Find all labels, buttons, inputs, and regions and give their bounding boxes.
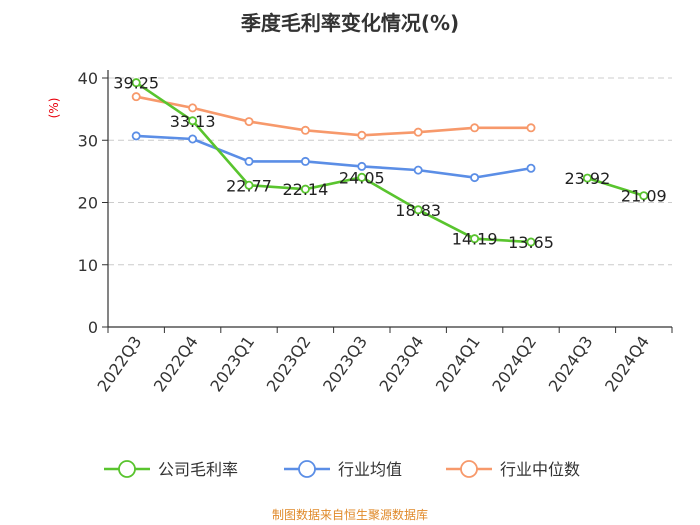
series-industry-average <box>131 131 536 183</box>
x-tick-label: 2023Q3 <box>319 332 371 395</box>
data-label: 18.83 <box>395 201 441 220</box>
data-point <box>470 123 480 133</box>
data-point <box>639 191 649 201</box>
x-tick-label: 2023Q2 <box>263 332 315 395</box>
x-tick-label: 2024Q2 <box>488 332 540 395</box>
legend-item: 行业均值 <box>284 460 402 479</box>
legend-marker <box>298 460 316 478</box>
x-tick-label: 2023Q1 <box>206 332 258 395</box>
y-axis-unit-label: (%) <box>47 98 61 119</box>
series-line <box>135 95 531 137</box>
legend-marker <box>118 460 136 478</box>
series-layer <box>131 78 649 247</box>
data-point <box>300 125 310 135</box>
data-label: 22.77 <box>226 176 272 195</box>
x-tick-label: 2022Q3 <box>93 332 145 395</box>
y-tick-label: 20 <box>78 194 98 213</box>
y-tick-label: 40 <box>78 69 98 88</box>
series-industry-median <box>131 92 536 140</box>
data-point <box>300 184 310 194</box>
data-point <box>526 237 536 247</box>
data-point <box>413 205 423 215</box>
x-tick-label: 2024Q4 <box>601 332 653 395</box>
series-company-margin <box>131 78 649 247</box>
legend-marker <box>460 460 478 478</box>
x-tick-label: 2023Q4 <box>375 332 427 395</box>
grid-layer <box>108 77 672 266</box>
legend-label: 公司毛利率 <box>158 460 238 479</box>
source-note: 制图数据来自恒生聚源数据库 <box>272 507 428 522</box>
data-point <box>526 123 536 133</box>
data-point <box>188 103 198 113</box>
data-point <box>188 134 198 144</box>
x-tick-label: 2024Q1 <box>432 332 484 395</box>
data-label: 13.65 <box>508 233 554 252</box>
data-label: 39.25 <box>113 74 159 93</box>
legend: 公司毛利率 行业均值 行业中位数 <box>104 460 580 479</box>
x-tick-label: 2022Q4 <box>150 332 202 395</box>
y-tick-label: 10 <box>78 256 98 275</box>
data-label: 24.05 <box>339 168 385 187</box>
data-point <box>131 78 141 88</box>
data-point <box>526 163 536 173</box>
data-point <box>300 156 310 166</box>
legend-label: 行业中位数 <box>500 460 580 479</box>
data-point <box>244 180 254 190</box>
data-point <box>357 161 367 171</box>
series-line <box>587 176 645 197</box>
series-line <box>136 134 532 179</box>
y-tick-label: 0 <box>88 318 98 337</box>
data-point <box>357 130 367 140</box>
data-point <box>413 165 423 175</box>
data-label: 33.13 <box>170 112 216 131</box>
data-label: 22.14 <box>282 180 328 199</box>
data-point <box>413 127 423 137</box>
legend-item: 公司毛利率 <box>104 460 238 479</box>
data-label: 21.09 <box>621 187 667 206</box>
data-point <box>244 117 254 127</box>
data-point <box>188 116 198 126</box>
x-tick-label: 2024Q3 <box>545 332 597 395</box>
data-label-layer: 39.25 33.13 22.77 22.14 24.05 18.83 14.19 13.65… <box>113 74 666 252</box>
data-point <box>470 173 480 183</box>
data-point <box>357 172 367 182</box>
data-label: 14.19 <box>452 230 498 249</box>
data-point <box>244 156 254 166</box>
series-line <box>135 81 532 244</box>
legend-item: 行业中位数 <box>446 460 580 479</box>
data-point <box>582 173 592 183</box>
data-point <box>131 92 141 102</box>
data-point <box>131 131 141 141</box>
chart-title: 季度毛利率变化情况(%) <box>240 11 459 35</box>
data-label: 23.92 <box>564 169 610 188</box>
legend-label: 行业均值 <box>338 460 402 479</box>
y-tick-label: 30 <box>78 131 98 150</box>
data-point <box>470 234 480 244</box>
